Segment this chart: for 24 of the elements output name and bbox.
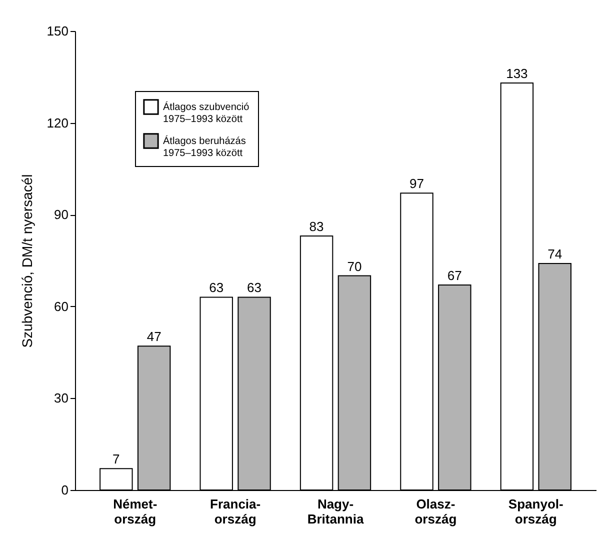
y-axis-title: Szubvenció, DM/t nyersacél <box>18 174 35 348</box>
y-tick-label: 90 <box>54 207 68 222</box>
data-label: 47 <box>146 329 162 344</box>
legend-label: Átlagos szubvenció 1975–1993 között <box>163 101 250 125</box>
data-label: 63 <box>247 280 262 296</box>
data-label: 74 <box>548 246 562 262</box>
x-tick-label: Német- ország <box>113 496 158 526</box>
data-label: 63 <box>209 280 224 296</box>
legend-label: Átlagos beruházás 1975–1993 között <box>163 135 246 159</box>
x-tick-label: Olasz- ország <box>414 496 457 526</box>
data-label: 133 <box>506 66 528 82</box>
x-tick-label: Nagy- Britannia <box>307 496 364 526</box>
data-label: 67 <box>447 268 462 283</box>
y-tick-label: 0 <box>61 482 68 498</box>
data-label: 83 <box>309 219 324 234</box>
data-label: 70 <box>347 258 362 274</box>
y-tick-label: 30 <box>54 390 68 406</box>
y-tick-label: 60 <box>54 298 68 314</box>
y-tick-label: 120 <box>46 115 68 130</box>
x-tick-label: Francia- ország <box>210 496 261 526</box>
x-tick-label: Spanyol- ország <box>508 496 564 526</box>
data-label: 7 <box>112 452 120 467</box>
y-tick-label: 150 <box>46 24 68 38</box>
data-label: 97 <box>410 176 424 192</box>
